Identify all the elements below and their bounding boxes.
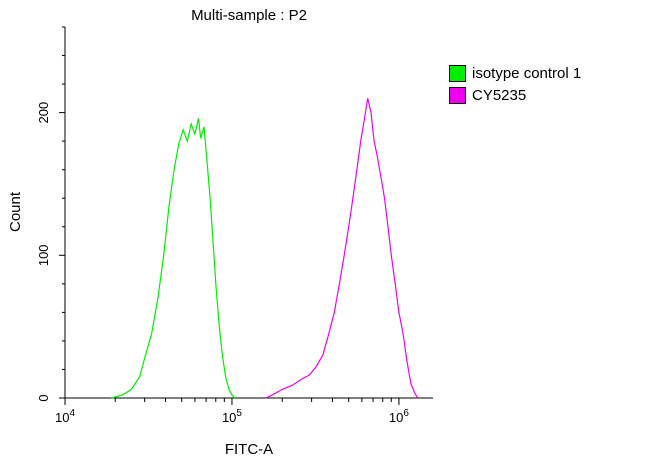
legend-item-isotype-control: isotype control 1 [449,62,581,84]
x-tick-label: 105 [222,408,242,425]
x-tick-label: 104 [55,408,75,425]
x-tick-label: 106 [389,408,409,425]
y-tick-label: 200 [36,102,51,124]
y-tick-label: 0 [36,394,51,401]
legend-swatch-green [449,64,466,82]
y-tick-label: 100 [36,244,51,266]
legend-item-cy5235: CY5235 [449,84,581,106]
x-axis-label: FITC-A [225,441,273,458]
series-line-isotype-control [111,118,236,399]
legend: isotype control 1 CY5235 [449,62,581,106]
legend-swatch-magenta [449,86,466,104]
series-line-cy5235 [265,98,419,399]
legend-label: isotype control 1 [472,64,582,82]
y-axis-label: Count [7,191,24,232]
chart-title: Multi-sample : P2 [191,7,307,24]
legend-label: CY5235 [472,86,527,104]
